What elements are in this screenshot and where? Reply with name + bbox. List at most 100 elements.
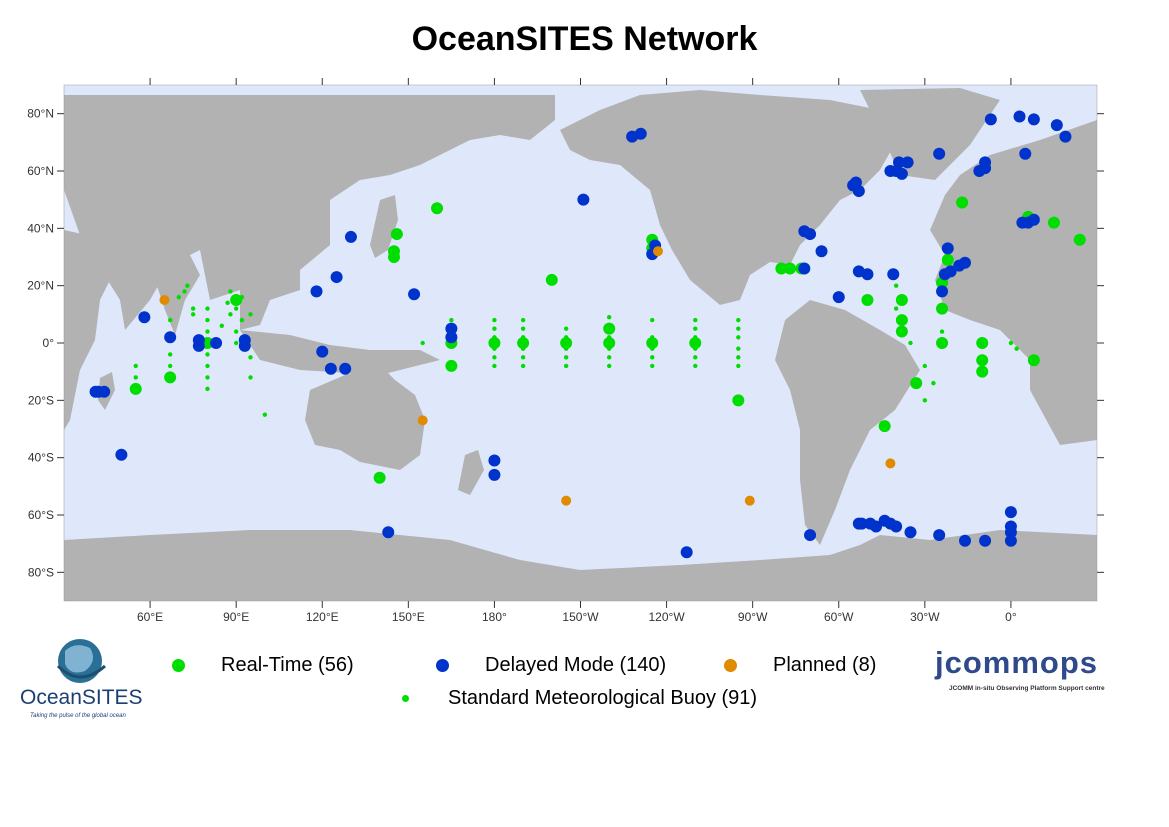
landmass-europe-africa-west <box>930 120 1097 445</box>
real-time-marker <box>1027 354 1040 367</box>
legend-real-time-label: Real-Time (56) <box>221 654 354 676</box>
lat-tick-label: 20°S <box>28 393 54 407</box>
real-time-marker <box>689 337 702 349</box>
standard-buoy-marker <box>205 363 210 369</box>
standard-buoy-marker <box>893 306 899 311</box>
delayed-mode-marker <box>164 331 177 344</box>
delayed-mode-marker <box>893 156 906 169</box>
lon-tick-label: 120°E <box>306 610 339 624</box>
standard-buoy-marker <box>563 355 569 360</box>
standard-buoy-marker <box>248 355 253 360</box>
delayed-mode-marker <box>344 230 357 243</box>
lat-tick-label: 60°N <box>27 164 54 178</box>
delayed-mode-marker <box>979 156 992 169</box>
lon-tick-label: 150°W <box>562 610 599 624</box>
delayed-mode-marker <box>887 268 900 281</box>
lat-tick-label: 60°S <box>28 508 54 522</box>
delayed-mode-marker <box>445 322 458 335</box>
delayed-mode-marker <box>984 113 997 126</box>
standard-buoy-marker <box>133 363 138 369</box>
standard-buoy-marker <box>262 412 268 417</box>
real-time-marker <box>936 302 949 315</box>
delayed-mode-marker <box>804 529 817 542</box>
real-time-marker <box>775 262 788 275</box>
standard-buoy-marker <box>233 340 239 346</box>
real-time-marker <box>910 377 923 390</box>
standard-buoy-marker <box>520 363 526 369</box>
standard-buoy-marker <box>908 340 913 346</box>
oceansites-logo-text: OceanSITES <box>20 686 143 709</box>
standard-buoy-marker <box>736 326 741 331</box>
real-time-marker <box>976 354 989 367</box>
delayed-mode-marker <box>959 534 972 547</box>
real-time-marker <box>976 365 989 378</box>
jcommops-logo-text: jcommops <box>935 645 1099 680</box>
real-time-marker <box>545 273 558 286</box>
standard-buoy-marker <box>520 326 526 331</box>
real-time-marker <box>941 253 954 266</box>
delayed-mode-marker <box>1019 147 1032 160</box>
lon-tick-label: 180° <box>482 610 507 624</box>
delayed-mode-marker <box>1004 506 1017 519</box>
legend-real-time-dot <box>172 659 185 672</box>
planned-marker <box>159 295 170 305</box>
landmass-eurasia-east <box>64 90 555 330</box>
standard-buoy-marker <box>420 340 425 346</box>
standard-buoy-marker <box>736 317 741 323</box>
standard-buoy-marker <box>736 355 741 360</box>
standard-buoy-marker <box>205 317 210 323</box>
planned-marker <box>652 246 663 257</box>
real-time-marker <box>936 337 949 349</box>
real-time-marker <box>603 322 616 335</box>
real-time-marker <box>895 325 908 338</box>
delayed-mode-marker <box>855 517 868 530</box>
standard-buoy-marker <box>228 312 233 317</box>
delayed-mode-marker <box>210 337 223 349</box>
real-time-marker <box>488 337 501 349</box>
real-time-marker <box>387 251 400 263</box>
delayed-mode-marker <box>941 242 954 255</box>
standard-buoy-marker <box>492 363 497 369</box>
real-time-marker <box>895 314 908 327</box>
landmass-greenland <box>860 88 1000 180</box>
standard-buoy-marker <box>205 386 210 392</box>
delayed-mode-marker <box>310 285 323 298</box>
delayed-mode-marker <box>815 245 828 258</box>
planned-marker <box>744 495 755 506</box>
standard-buoy-marker <box>650 317 655 323</box>
delayed-mode-marker <box>115 448 128 461</box>
delayed-mode-marker <box>316 345 329 358</box>
landmass-japan <box>370 195 398 258</box>
standard-buoy-marker <box>1008 340 1014 346</box>
delayed-mode-marker <box>238 339 251 352</box>
real-time-marker <box>164 371 177 384</box>
real-time-marker <box>230 294 243 306</box>
real-time-marker <box>732 394 745 407</box>
delayed-mode-marker <box>488 468 501 481</box>
standard-buoy-marker <box>133 375 138 380</box>
standard-buoy-marker <box>693 317 698 323</box>
delayed-mode-marker <box>98 385 111 398</box>
station-markers <box>89 110 1086 559</box>
delayed-mode-marker <box>382 526 395 539</box>
delayed-mode-marker <box>944 265 957 278</box>
delayed-mode-marker <box>680 546 693 559</box>
standard-buoy-marker <box>492 326 497 331</box>
standard-buoy-marker <box>1014 346 1019 351</box>
delayed-mode-marker <box>1027 113 1040 126</box>
delayed-mode-marker <box>1027 213 1040 226</box>
lon-tick-label: 90°W <box>738 610 768 624</box>
standard-buoy-marker <box>650 363 655 369</box>
delayed-mode-marker <box>979 534 992 547</box>
planned-marker <box>417 415 428 426</box>
standard-buoy-marker <box>219 323 225 328</box>
delayed-mode-marker <box>1013 110 1026 123</box>
standard-buoy-marker <box>225 300 230 306</box>
delayed-mode-marker <box>634 127 647 140</box>
standard-buoy-marker <box>205 375 210 380</box>
standard-buoy-marker <box>606 355 612 360</box>
delayed-mode-marker <box>339 362 352 375</box>
delayed-mode-marker <box>959 256 972 269</box>
standard-buoy-marker <box>233 329 239 334</box>
landmass-africa-east <box>64 230 115 430</box>
